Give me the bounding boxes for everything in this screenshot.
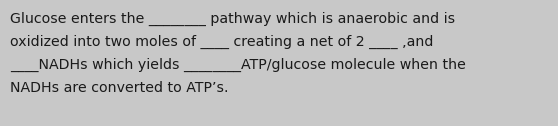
- Text: NADHs are converted to ATP’s.: NADHs are converted to ATP’s.: [10, 81, 228, 95]
- Text: ____NADHs which yields ________ATP/glucose molecule when the: ____NADHs which yields ________ATP/gluco…: [10, 58, 466, 72]
- Text: Glucose enters the ________ pathway which is anaerobic and is: Glucose enters the ________ pathway whic…: [10, 12, 455, 26]
- Text: oxidized into two moles of ____ creating a net of 2 ____ ,and: oxidized into two moles of ____ creating…: [10, 35, 434, 49]
